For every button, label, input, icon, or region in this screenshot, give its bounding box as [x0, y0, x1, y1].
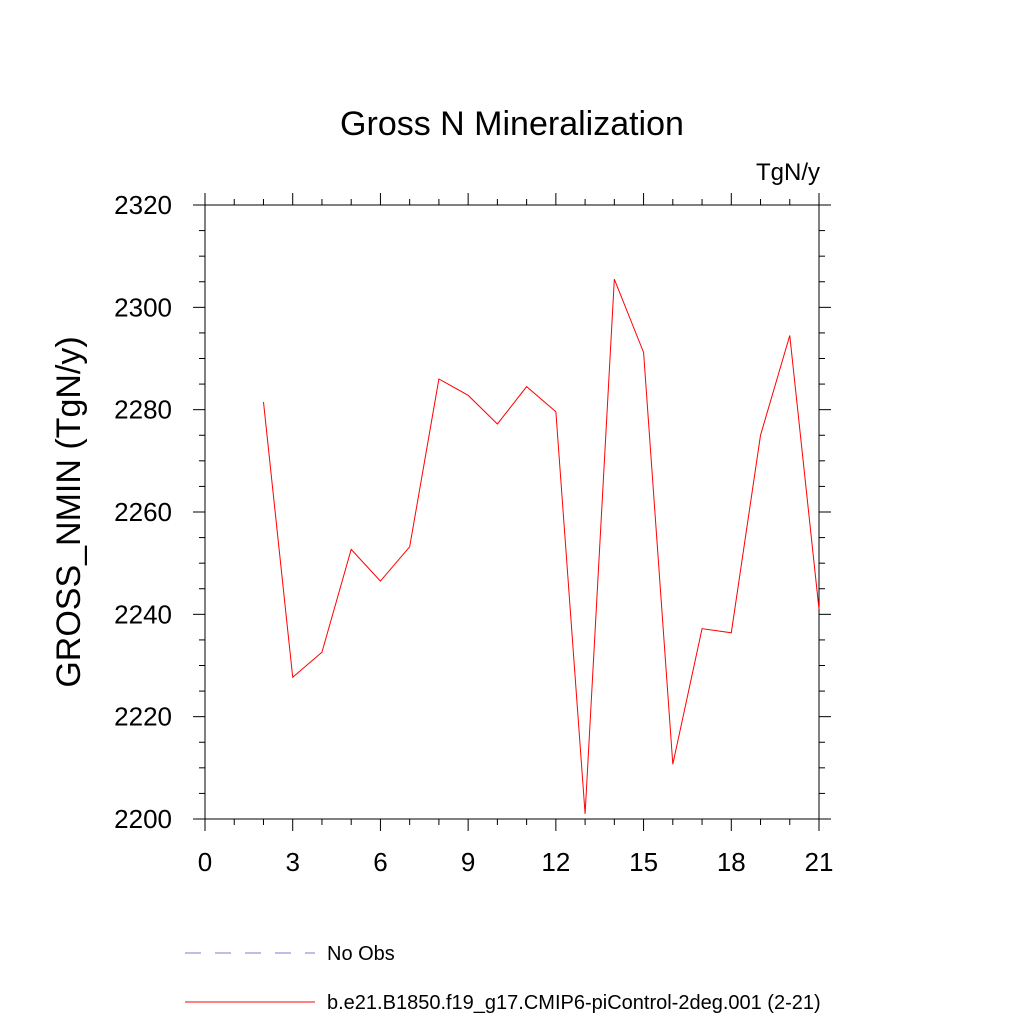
y-tick-label: 2320	[114, 190, 172, 220]
y-tick-labels: 2200 2220 2240 2260 2280 2300 2320	[114, 190, 172, 834]
axis-ticks	[193, 193, 831, 831]
y-tick-label: 2220	[114, 702, 172, 732]
units-label: TgN/y	[756, 159, 820, 186]
x-tick-label: 0	[198, 847, 212, 877]
y-tick-label: 2260	[114, 497, 172, 527]
y-tick-label: 2240	[114, 599, 172, 629]
x-tick-label: 12	[541, 847, 570, 877]
x-tick-label: 18	[717, 847, 746, 877]
legend: No Obs b.e21.B1850.f19_g17.CMIP6-piContr…	[185, 943, 821, 1014]
y-tick-label: 2280	[114, 395, 172, 425]
y-tick-label: 2200	[114, 804, 172, 834]
x-tick-labels: 0 3 6 9 12 15 18 21	[198, 847, 834, 877]
y-tick-label: 2300	[114, 292, 172, 322]
legend-label-no-obs: No Obs	[327, 943, 395, 965]
chart-title: Gross N Mineralization	[340, 105, 684, 143]
x-tick-label: 3	[285, 847, 299, 877]
series-line-1	[262, 279, 820, 814]
x-tick-label: 21	[805, 847, 834, 877]
plot-frame	[204, 204, 820, 820]
legend-label-model: b.e21.B1850.f19_g17.CMIP6-piControl-2deg…	[327, 992, 821, 1014]
x-tick-label: 6	[373, 847, 387, 877]
series-group	[262, 279, 820, 814]
x-tick-label: 9	[461, 847, 475, 877]
y-axis-label: GROSS_NMIN (TgN/y)	[50, 336, 88, 687]
x-tick-label: 15	[629, 847, 658, 877]
